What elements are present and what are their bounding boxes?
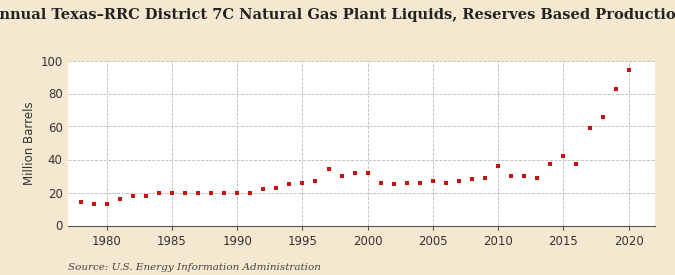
Point <box>192 190 203 195</box>
Point <box>375 180 386 185</box>
Point <box>323 167 334 172</box>
Point <box>75 200 86 205</box>
Point <box>167 190 178 195</box>
Point <box>297 180 308 185</box>
Point <box>532 175 543 180</box>
Point <box>153 190 164 195</box>
Point <box>454 179 464 183</box>
Point <box>427 179 438 183</box>
Point <box>284 182 295 186</box>
Point <box>597 114 608 119</box>
Text: Annual Texas–RRC District 7C Natural Gas Plant Liquids, Reserves Based Productio: Annual Texas–RRC District 7C Natural Gas… <box>0 8 675 22</box>
Point <box>258 187 269 191</box>
Point <box>206 190 217 195</box>
Point <box>114 197 125 201</box>
Point <box>493 164 504 168</box>
Point <box>441 180 452 185</box>
Point <box>180 190 190 195</box>
Point <box>466 177 477 182</box>
Point <box>271 185 281 190</box>
Point <box>558 154 569 158</box>
Point <box>545 162 556 167</box>
Y-axis label: Million Barrels: Million Barrels <box>23 101 36 185</box>
Point <box>128 194 138 198</box>
Point <box>480 175 491 180</box>
Point <box>336 174 347 178</box>
Point <box>245 190 256 195</box>
Point <box>519 174 530 178</box>
Point <box>610 86 621 91</box>
Point <box>101 202 112 206</box>
Point <box>414 180 425 185</box>
Point <box>232 190 242 195</box>
Point <box>584 126 595 130</box>
Point <box>140 194 151 198</box>
Point <box>88 202 99 206</box>
Point <box>362 170 373 175</box>
Point <box>506 174 516 178</box>
Point <box>349 170 360 175</box>
Point <box>571 162 582 167</box>
Point <box>219 190 230 195</box>
Point <box>623 68 634 73</box>
Text: Source: U.S. Energy Information Administration: Source: U.S. Energy Information Administ… <box>68 263 321 272</box>
Point <box>388 182 399 186</box>
Point <box>310 179 321 183</box>
Point <box>402 180 412 185</box>
